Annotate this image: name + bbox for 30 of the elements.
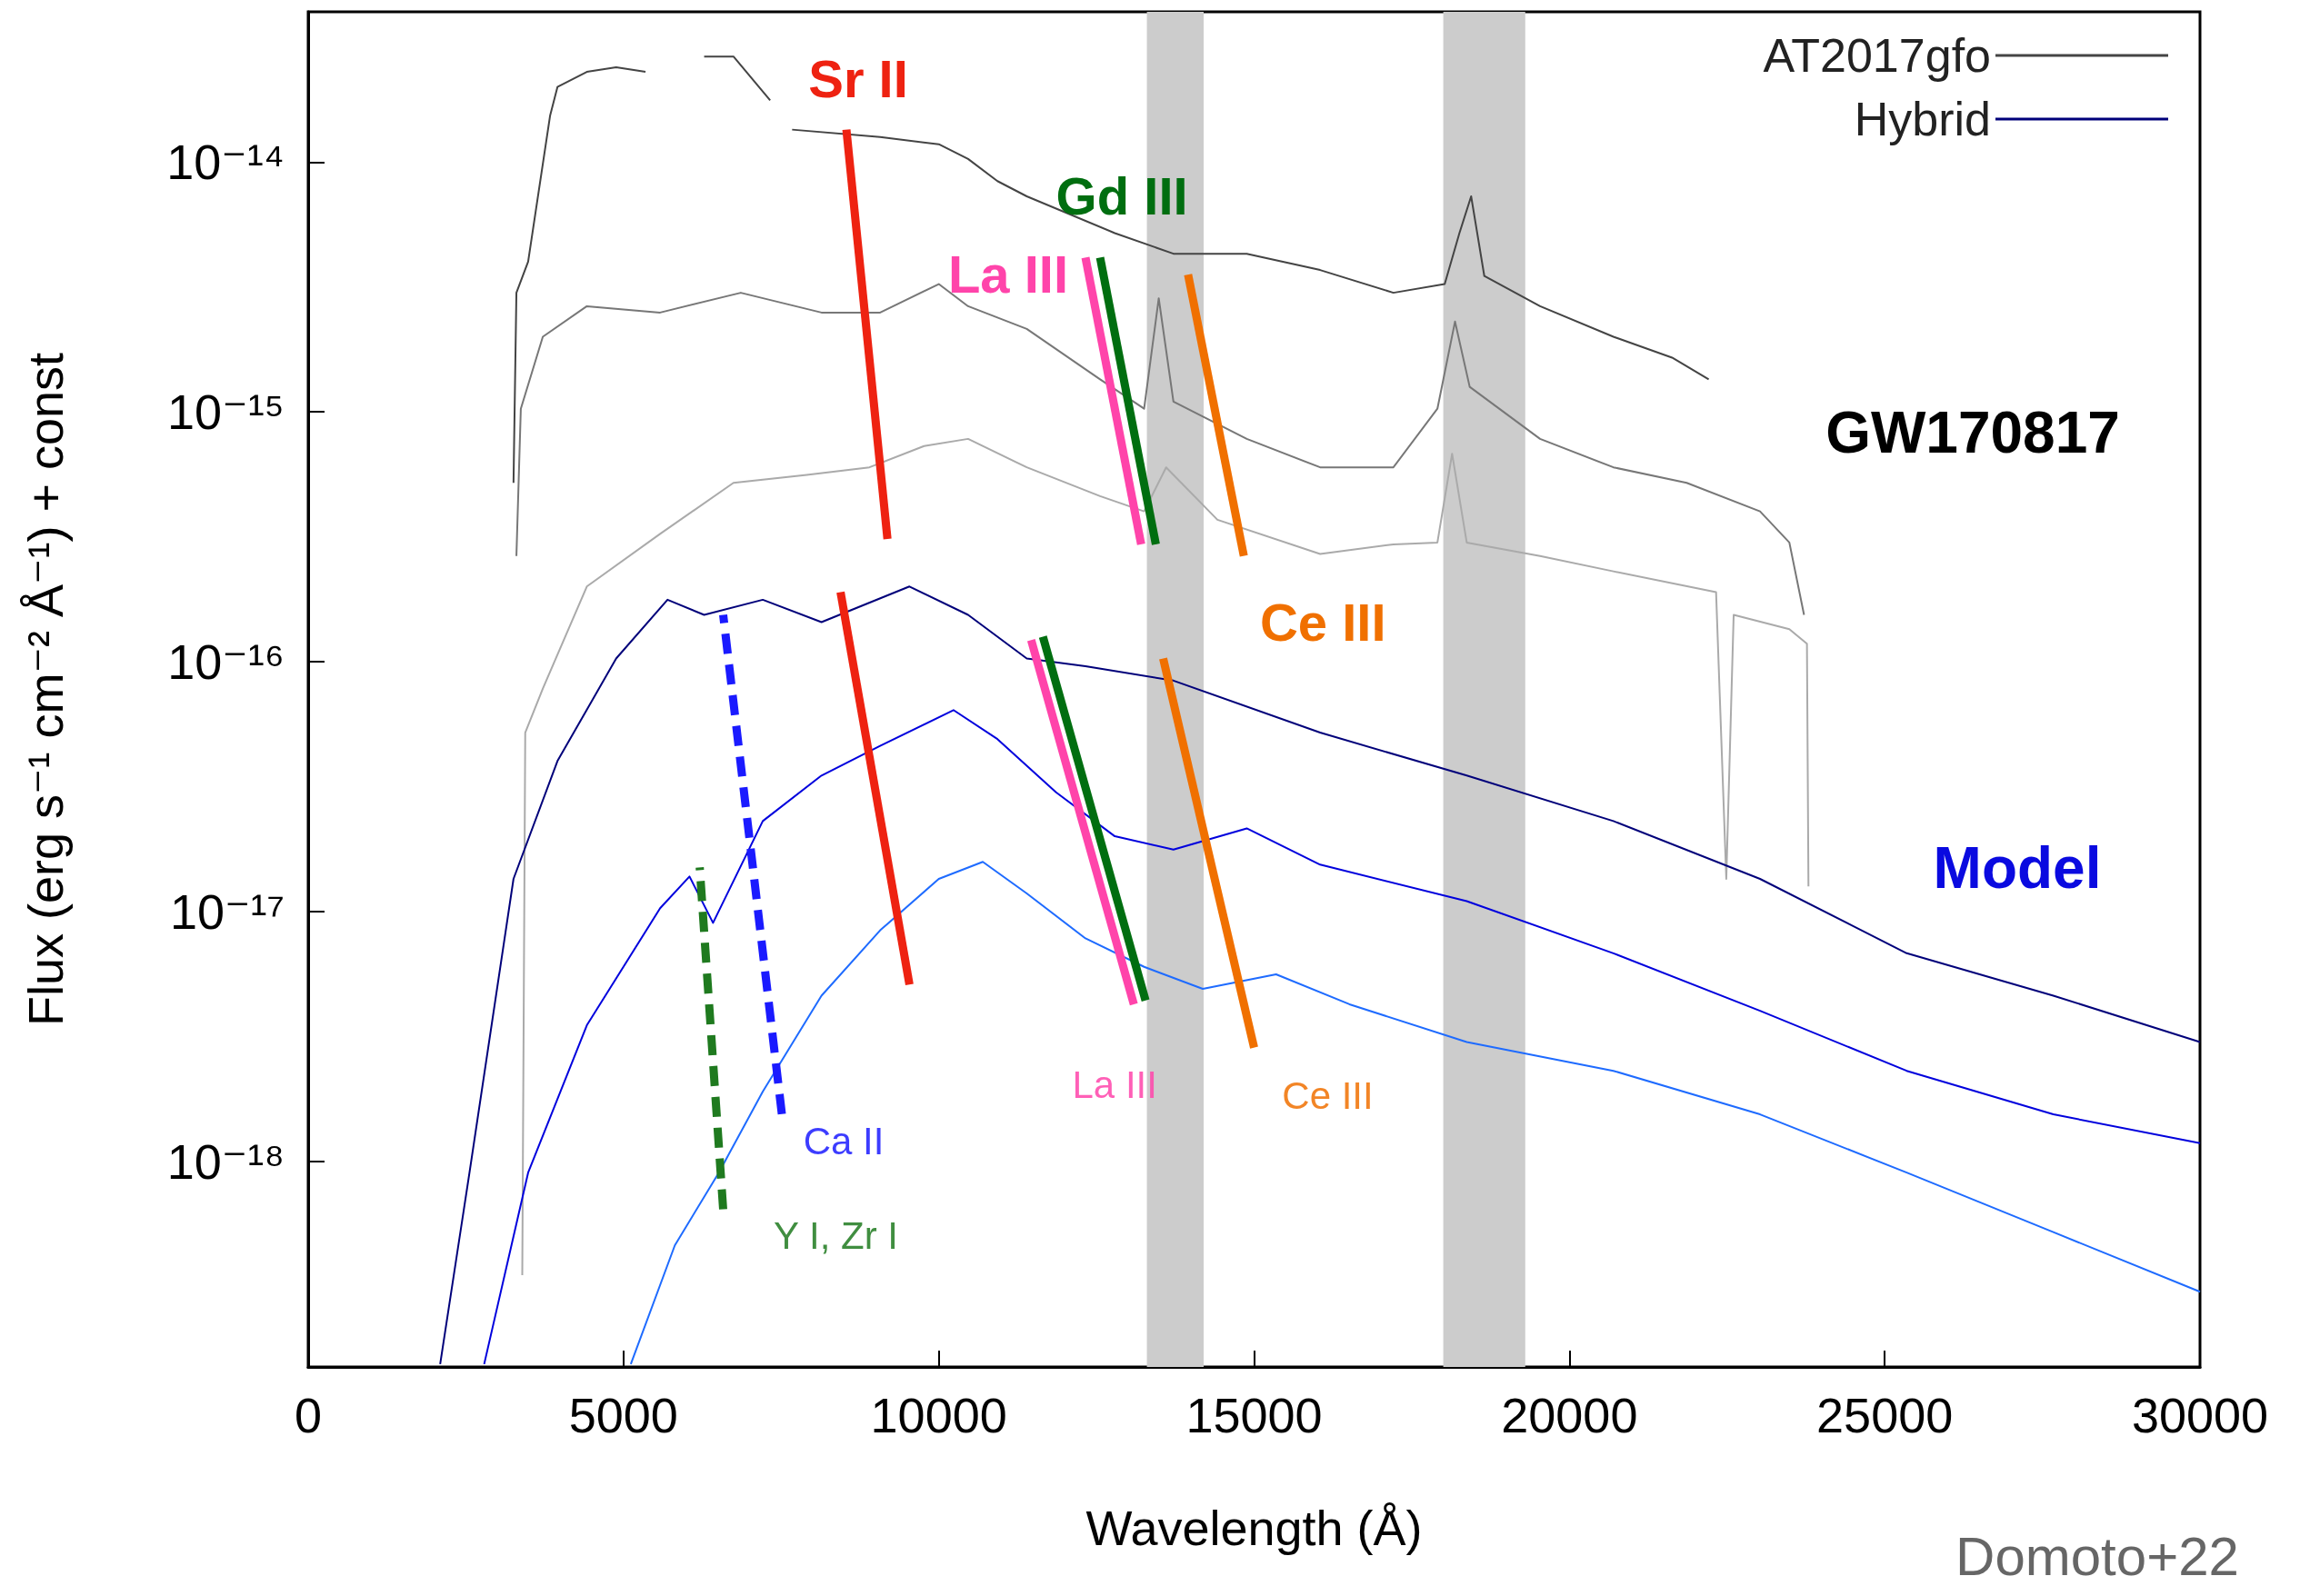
series-label: Ce III — [1259, 593, 1386, 653]
x-tick-label: 20000 — [1501, 1388, 1638, 1442]
y-axis-title: Flux (erg s⁻¹ cm⁻² Å⁻¹) + const — [18, 352, 73, 1027]
series-label: Y I, Zr I — [774, 1214, 898, 1258]
annotation: GW170817 — [1825, 400, 2120, 465]
x-tick-label: 30000 — [2131, 1388, 2269, 1442]
x-tick-label: 10000 — [870, 1388, 1007, 1442]
legend-label: AT2017gfo — [1763, 29, 1991, 82]
y-tick-label: 10⁻¹⁸ — [166, 1133, 285, 1189]
series-label: Sr II — [808, 49, 908, 109]
line-series — [483, 709, 2201, 1365]
x-axis-title: Wavelength (Å) — [1085, 1501, 1423, 1555]
line-series — [521, 437, 1810, 1276]
legend-label: Hybrid — [1854, 93, 1991, 145]
y-tick-label: 10⁻¹⁴ — [166, 135, 285, 190]
text: Domoto+22 — [1955, 1525, 2239, 1587]
series-label: La III — [947, 244, 1069, 304]
y-tick-label: 10⁻¹⁷ — [169, 883, 285, 939]
line-series — [439, 585, 2201, 1365]
y-tick-label: 10⁻¹⁵ — [167, 384, 285, 440]
x-tick-label: 25000 — [1816, 1388, 1954, 1442]
annotation: Model — [1933, 835, 2102, 901]
y-tick-label: 10⁻¹⁶ — [167, 634, 285, 690]
series-label: Ce III — [1282, 1074, 1374, 1118]
series-label: La III — [1072, 1063, 1157, 1107]
series-label: Ca II — [803, 1119, 885, 1162]
x-tick-label: 15000 — [1185, 1388, 1323, 1442]
x-tick-label: 5000 — [568, 1388, 678, 1442]
x-tick-label: 0 — [294, 1388, 323, 1442]
series-label: Gd III — [1055, 165, 1188, 225]
